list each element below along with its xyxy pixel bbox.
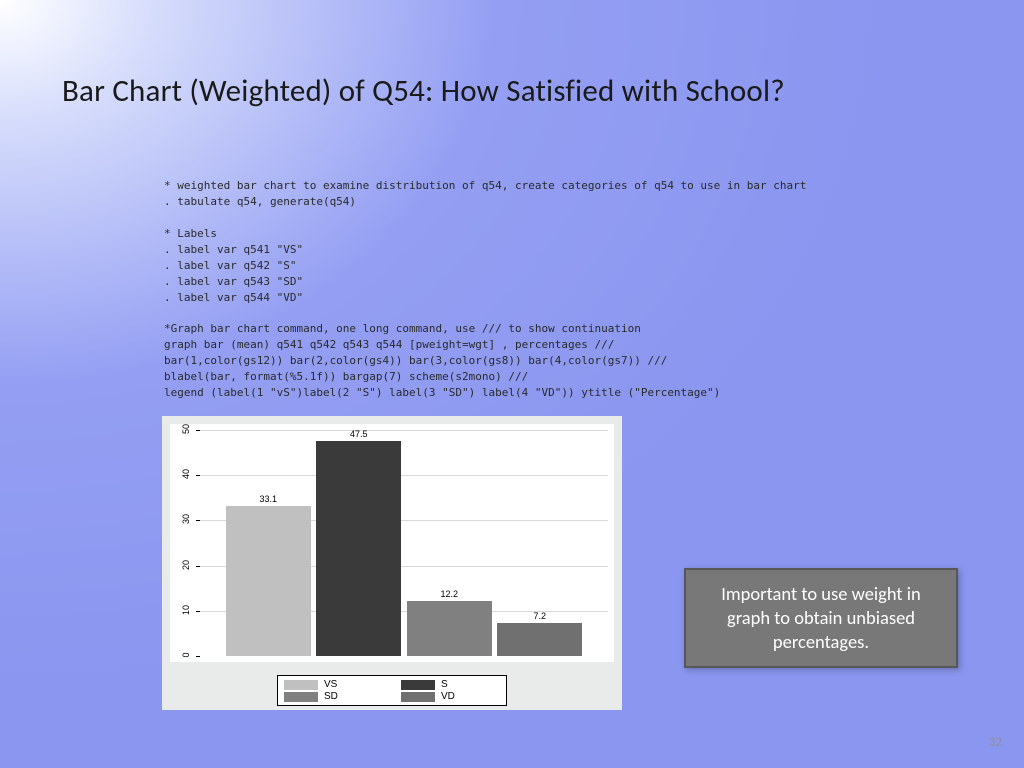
callout-box: Important to use weight in graph to obta… xyxy=(684,568,958,668)
legend-label: VS xyxy=(324,679,337,690)
bar-label: 33.1 xyxy=(226,494,311,504)
y-tick-label: 0 xyxy=(181,645,191,665)
legend-item: VD xyxy=(401,691,500,702)
y-tick-label: 20 xyxy=(181,555,191,575)
bar-chart: 33.147.512.27.2 01020304050 VSSSDVD xyxy=(162,416,622,710)
legend-swatch xyxy=(284,680,318,690)
y-tick-label: 40 xyxy=(181,464,191,484)
bar-vs: 33.1 xyxy=(226,506,311,656)
legend-label: SD xyxy=(324,691,338,702)
bar-s: 47.5 xyxy=(316,441,401,656)
legend-swatch xyxy=(401,680,435,690)
page-number: 32 xyxy=(989,735,1002,750)
bar-label: 12.2 xyxy=(407,589,492,599)
bar-label: 47.5 xyxy=(316,429,401,439)
legend-label: VD xyxy=(441,691,455,702)
y-tick-label: 50 xyxy=(181,419,191,439)
legend: VS S SD VD xyxy=(277,675,507,706)
bar-label: 7.2 xyxy=(497,611,582,621)
legend-label: S xyxy=(441,679,448,690)
legend-item: VS xyxy=(284,679,383,690)
legend-swatch xyxy=(284,692,318,702)
code-block: * weighted bar chart to examine distribu… xyxy=(164,178,806,401)
legend-item: SD xyxy=(284,691,383,702)
legend-swatch xyxy=(401,692,435,702)
y-tick-label: 30 xyxy=(181,509,191,529)
bar-vd: 7.2 xyxy=(497,623,582,656)
slide-title: Bar Chart (Weighted) of Q54: How Satisfi… xyxy=(62,72,984,110)
y-tick-label: 10 xyxy=(181,600,191,620)
plot-area: 33.147.512.27.2 01020304050 xyxy=(170,424,614,662)
bar-sd: 12.2 xyxy=(407,601,492,656)
legend-item: S xyxy=(401,679,500,690)
